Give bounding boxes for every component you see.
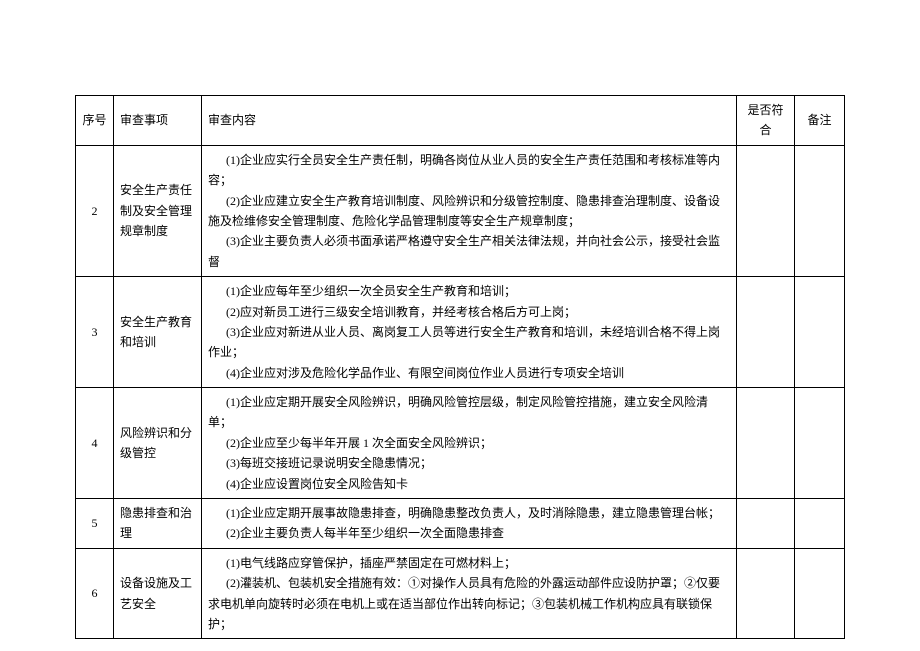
header-compliant: 是否符合 (737, 96, 795, 146)
cell-remark (795, 388, 845, 499)
cell-seq: 6 (76, 548, 114, 639)
cell-item: 安全生产责任制及安全管理规章制度 (114, 145, 202, 276)
cell-remark (795, 277, 845, 388)
cell-remark (795, 145, 845, 276)
table-row: 4 风险辨识和分级管控 (1)企业应定期开展安全风险辨识，明确风险管控层级，制定… (76, 388, 845, 499)
cell-compliant (737, 499, 795, 549)
content-line: (4)企业应对涉及危险化学品作业、有限空间岗位作业人员进行专项安全培训 (208, 363, 730, 383)
cell-remark (795, 499, 845, 549)
content-line: (1)企业应实行全员安全生产责任制，明确各岗位从业人员的安全生产责任范围和考核标… (208, 150, 730, 191)
cell-content: (1)企业应定期开展事故隐患排查，明确隐患整改负责人，及时消除隐患，建立隐患管理… (202, 499, 737, 549)
content-line: (1)电气线路应穿管保护，插座严禁固定在可燃材料上； (208, 553, 730, 573)
cell-content: (1)电气线路应穿管保护，插座严禁固定在可燃材料上； (2)灌装机、包装机安全措… (202, 548, 737, 639)
content-line: (1)企业应定期开展事故隐患排查，明确隐患整改负责人，及时消除隐患，建立隐患管理… (208, 503, 730, 523)
content-line: (3)每班交接班记录说明安全隐患情况； (208, 453, 730, 473)
content-line: (2)企业应建立安全生产教育培训制度、风险辨识和分级管控制度、隐患排查治理制度、… (208, 191, 730, 232)
cell-item: 设备设施及工艺安全 (114, 548, 202, 639)
inspection-table: 序号 审查事项 审查内容 是否符合 备注 2 安全生产责任制及安全管理规章制度 … (75, 95, 845, 639)
table-row: 2 安全生产责任制及安全管理规章制度 (1)企业应实行全员安全生产责任制，明确各… (76, 145, 845, 276)
content-line: (3)企业主要负责人必须书面承诺严格遵守安全生产相关法律法规，并向社会公示，接受… (208, 231, 730, 272)
table-row: 5 隐患排查和治理 (1)企业应定期开展事故隐患排查，明确隐患整改负责人，及时消… (76, 499, 845, 549)
cell-content: (1)企业应实行全员安全生产责任制，明确各岗位从业人员的安全生产责任范围和考核标… (202, 145, 737, 276)
content-line: (1)企业应定期开展安全风险辨识，明确风险管控层级，制定风险管控措施，建立安全风… (208, 392, 730, 433)
cell-item: 隐患排查和治理 (114, 499, 202, 549)
content-line: (2)灌装机、包装机安全措施有效：①对操作人员具有危险的外露运动部件应设防护罩；… (208, 573, 730, 634)
cell-seq: 3 (76, 277, 114, 388)
header-seq: 序号 (76, 96, 114, 146)
content-line: (3)企业应对新进从业人员、离岗复工人员等进行安全生产教育和培训，未经培训合格不… (208, 322, 730, 363)
cell-seq: 4 (76, 388, 114, 499)
cell-seq: 2 (76, 145, 114, 276)
cell-compliant (737, 277, 795, 388)
cell-compliant (737, 548, 795, 639)
cell-compliant (737, 388, 795, 499)
cell-seq: 5 (76, 499, 114, 549)
content-line: (2)应对新员工进行三级安全培训教育，并经考核合格后方可上岗； (208, 302, 730, 322)
content-line: (1)企业应每年至少组织一次全员安全生产教育和培训； (208, 281, 730, 301)
cell-content: (1)企业应定期开展安全风险辨识，明确风险管控层级，制定风险管控措施，建立安全风… (202, 388, 737, 499)
cell-item: 风险辨识和分级管控 (114, 388, 202, 499)
cell-compliant (737, 145, 795, 276)
cell-content: (1)企业应每年至少组织一次全员安全生产教育和培训； (2)应对新员工进行三级安… (202, 277, 737, 388)
header-remark: 备注 (795, 96, 845, 146)
header-content: 审查内容 (202, 96, 737, 146)
table-row: 6 设备设施及工艺安全 (1)电气线路应穿管保护，插座严禁固定在可燃材料上； (… (76, 548, 845, 639)
content-line: (4)企业应设置岗位安全风险告知卡 (208, 474, 730, 494)
content-line: (2)企业主要负责人每半年至少组织一次全面隐患排查 (208, 523, 730, 543)
table-row: 3 安全生产教育和培训 (1)企业应每年至少组织一次全员安全生产教育和培训； (… (76, 277, 845, 388)
header-item: 审查事项 (114, 96, 202, 146)
cell-item: 安全生产教育和培训 (114, 277, 202, 388)
table-header-row: 序号 审查事项 审查内容 是否符合 备注 (76, 96, 845, 146)
content-line: (2)企业应至少每半年开展 1 次全面安全风险辨识； (208, 433, 730, 453)
cell-remark (795, 548, 845, 639)
